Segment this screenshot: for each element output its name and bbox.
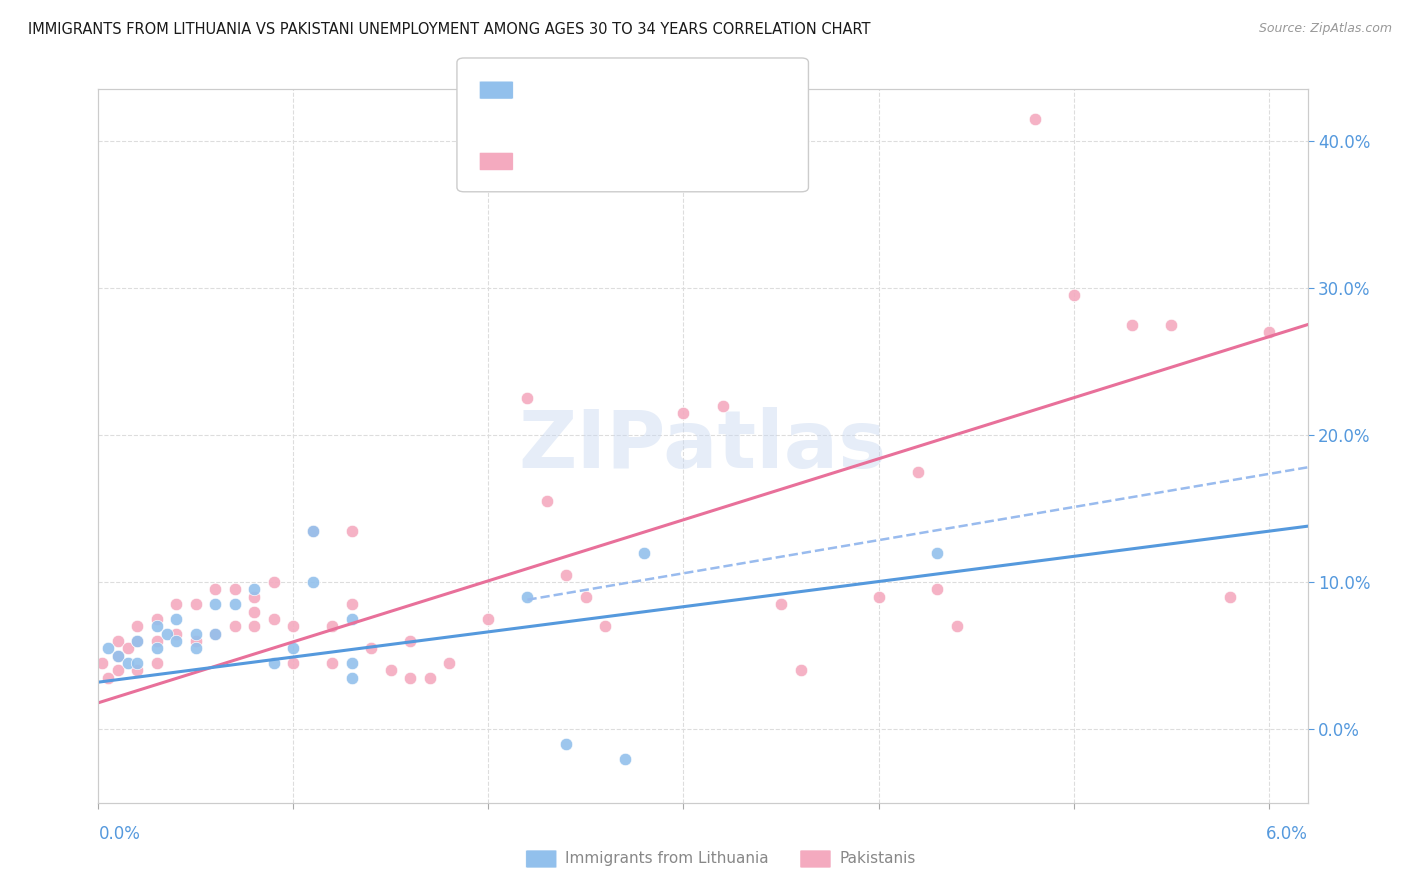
Point [555, 737, 578, 751]
Point [614, 752, 637, 766]
Point [302, 524, 325, 538]
Point [283, 656, 305, 670]
Point [399, 671, 422, 685]
Point [91, 656, 114, 670]
Text: Pakistanis: Pakistanis [839, 852, 915, 866]
Point [184, 641, 207, 656]
Text: 0.0%: 0.0% [98, 825, 141, 843]
Point [925, 582, 948, 597]
Point [127, 634, 149, 648]
Point [165, 626, 187, 640]
Point [360, 641, 382, 656]
Text: 6.0%: 6.0% [1265, 825, 1308, 843]
Point [243, 619, 266, 633]
Point [321, 656, 343, 670]
Point [769, 597, 792, 611]
Point [399, 634, 422, 648]
Point [204, 582, 226, 597]
Point [925, 546, 948, 560]
Point [117, 656, 139, 670]
Point [340, 612, 363, 626]
Point [1063, 288, 1085, 302]
Point [340, 671, 363, 685]
Text: R = 0.522   N = 24: R = 0.522 N = 24 [523, 81, 681, 99]
Point [321, 619, 343, 633]
Point [107, 634, 129, 648]
Point [204, 597, 226, 611]
Point [146, 641, 169, 656]
Point [156, 626, 179, 640]
Text: Immigrants from Lithuania: Immigrants from Lithuania [565, 852, 769, 866]
Point [945, 619, 967, 633]
Point [146, 634, 169, 648]
Point [555, 567, 578, 582]
Point [263, 612, 285, 626]
Point [1257, 325, 1279, 339]
Point [224, 582, 246, 597]
Point [439, 656, 461, 670]
Point [516, 590, 538, 604]
Point [302, 524, 325, 538]
Point [165, 634, 187, 648]
Point [117, 641, 139, 656]
Point [283, 641, 305, 656]
Point [1219, 590, 1241, 604]
Point [419, 671, 441, 685]
Text: R = 0.566   N = 56: R = 0.566 N = 56 [523, 153, 681, 170]
Point [146, 619, 169, 633]
Point [868, 590, 890, 604]
Point [184, 597, 207, 611]
Point [127, 656, 149, 670]
Text: IMMIGRANTS FROM LITHUANIA VS PAKISTANI UNEMPLOYMENT AMONG AGES 30 TO 34 YEARS CO: IMMIGRANTS FROM LITHUANIA VS PAKISTANI U… [28, 22, 870, 37]
Point [340, 656, 363, 670]
Point [184, 626, 207, 640]
Point [107, 648, 129, 663]
Point [1160, 318, 1182, 332]
Point [340, 524, 363, 538]
Point [283, 619, 305, 633]
Point [536, 494, 558, 508]
Point [595, 619, 617, 633]
Point [204, 626, 226, 640]
Point [243, 590, 266, 604]
Point [302, 575, 325, 590]
Point [127, 619, 149, 633]
Point [672, 406, 695, 420]
Point [165, 612, 187, 626]
Point [263, 656, 285, 670]
Point [711, 399, 734, 413]
Point [146, 656, 169, 670]
Point [224, 597, 246, 611]
Point [340, 597, 363, 611]
Point [516, 391, 538, 405]
Point [127, 664, 149, 678]
Point [165, 597, 187, 611]
Text: ZIPatlas: ZIPatlas [519, 407, 887, 485]
Point [107, 648, 129, 663]
Point [243, 605, 266, 619]
Point [184, 634, 207, 648]
Point [107, 664, 129, 678]
Point [146, 612, 169, 626]
Text: Source: ZipAtlas.com: Source: ZipAtlas.com [1258, 22, 1392, 36]
Point [907, 465, 929, 479]
Point [263, 575, 285, 590]
Point [477, 612, 499, 626]
Point [380, 664, 402, 678]
Point [224, 619, 246, 633]
Point [97, 641, 120, 656]
Point [97, 671, 120, 685]
Point [789, 664, 811, 678]
Point [204, 626, 226, 640]
Point [575, 590, 598, 604]
Point [243, 582, 266, 597]
Point [633, 546, 655, 560]
Point [1024, 112, 1046, 126]
Point [1121, 318, 1143, 332]
Point [127, 634, 149, 648]
